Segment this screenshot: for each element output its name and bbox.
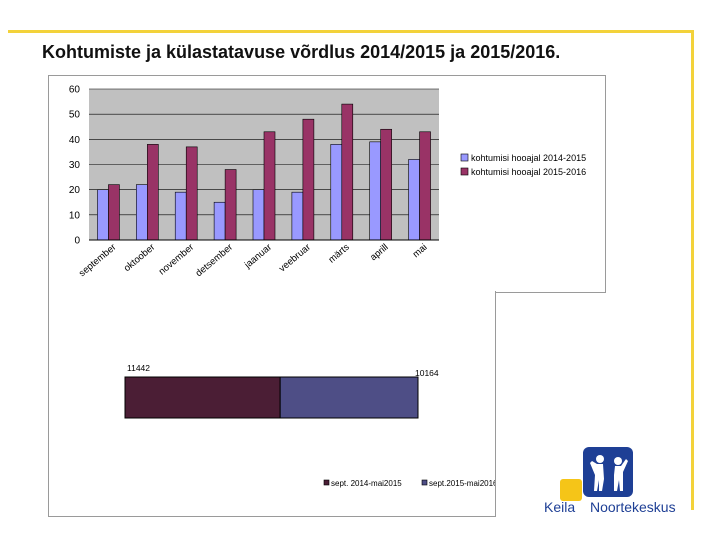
frame-right-border [691, 30, 694, 510]
y-tick-label: 50 [69, 110, 81, 121]
logo-figures-icon [590, 455, 628, 491]
frame-top-border [8, 30, 694, 33]
meetings-bar-chart: 0 10 20 30 40 50 60 september oktoober november de… [48, 75, 606, 293]
page-title: Kohtumiste ja külastatavuse võrdlus 2014… [42, 42, 561, 62]
visits-stacked-bar-chart: 11442 10164 sept. 2014-mai2015 sept.2015-ma… [48, 291, 498, 517]
legend-swatch [421, 479, 428, 486]
bar-2014-2015-märts [330, 144, 343, 241]
logo-svg: Keila Noortekeskus [544, 447, 676, 515]
bar-2015-2016-september [108, 184, 120, 241]
y-tick-label: 0 [74, 236, 80, 247]
legend-swatch [460, 167, 469, 176]
bar-2015-2016-aprill [380, 128, 392, 241]
data-label: 10164 [415, 368, 439, 378]
logo-yellow-square [560, 479, 582, 501]
bar-2014-2015-september [97, 189, 109, 241]
bar-2015-2016-jaanuar [263, 131, 276, 241]
logo-text-keila: Keila [544, 499, 575, 515]
y-tick-label: 20 [69, 185, 81, 196]
x-tick-label: mai [411, 242, 430, 260]
bar-2015-2016-mai [419, 131, 431, 241]
x-tick-label: jaanuar [242, 242, 274, 271]
x-tick-label: veebruar [277, 242, 313, 275]
y-tick-label: 60 [69, 85, 81, 96]
bar-2014-2015-aprill [369, 141, 381, 241]
bar-2015-2016-oktoober [147, 144, 159, 241]
meetings-chart-svg: 0 10 20 30 40 50 60 september oktoober novemberde… [69, 85, 586, 280]
visits-chart-svg: 11442 10164 sept. 2014-mai2015 sept.2015-ma… [124, 363, 498, 488]
y-tick-label: 40 [69, 135, 81, 146]
keila-noortekeskus-logo: Keila Noortekeskus [540, 445, 690, 520]
x-tick-label: detsember [194, 242, 235, 279]
bar-2015-2016-märts [341, 103, 354, 241]
bar-2015-2016-detsember [224, 169, 237, 241]
bar-2015-2016-veebruar [302, 118, 315, 241]
x-tick-label: november [157, 242, 196, 278]
data-label: 11442 [127, 363, 150, 373]
bar-2015-2016-november [185, 146, 198, 241]
bar-2014-2015-detsember [213, 201, 226, 241]
legend-label: sept.2015-mai2016 [429, 479, 495, 488]
logo-text-noortekeskus: Noortekeskus [590, 499, 676, 515]
stacked-segment-0 [124, 376, 281, 419]
bar-2014-2015-veebruar [291, 191, 304, 241]
legend-label: sept. 2014-mai2015 [331, 479, 402, 488]
bar-2014-2015-mai [408, 159, 420, 241]
logo-blue-square [583, 447, 633, 497]
legend-swatch [323, 479, 330, 486]
x-tick-label: oktoober [122, 242, 157, 274]
x-tick-label: september [77, 242, 118, 279]
legend-swatch [460, 153, 469, 162]
legend-label: kohtumisi hooajal 2014-2015 [471, 153, 586, 163]
bar-2014-2015-jaanuar [252, 189, 265, 241]
y-tick-label: 10 [69, 210, 81, 221]
y-tick-label: 30 [69, 160, 81, 171]
stacked-segment-1 [279, 376, 419, 419]
bar-2014-2015-oktoober [136, 184, 148, 241]
x-tick-label: aprill [368, 242, 390, 263]
bar-2014-2015-november [174, 191, 187, 241]
legend-label: kohtumisi hooajal 2015-2016 [471, 167, 586, 177]
x-tick-label: märts [326, 242, 351, 266]
